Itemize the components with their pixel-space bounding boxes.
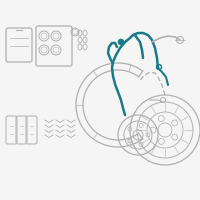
Circle shape: [118, 39, 124, 45]
